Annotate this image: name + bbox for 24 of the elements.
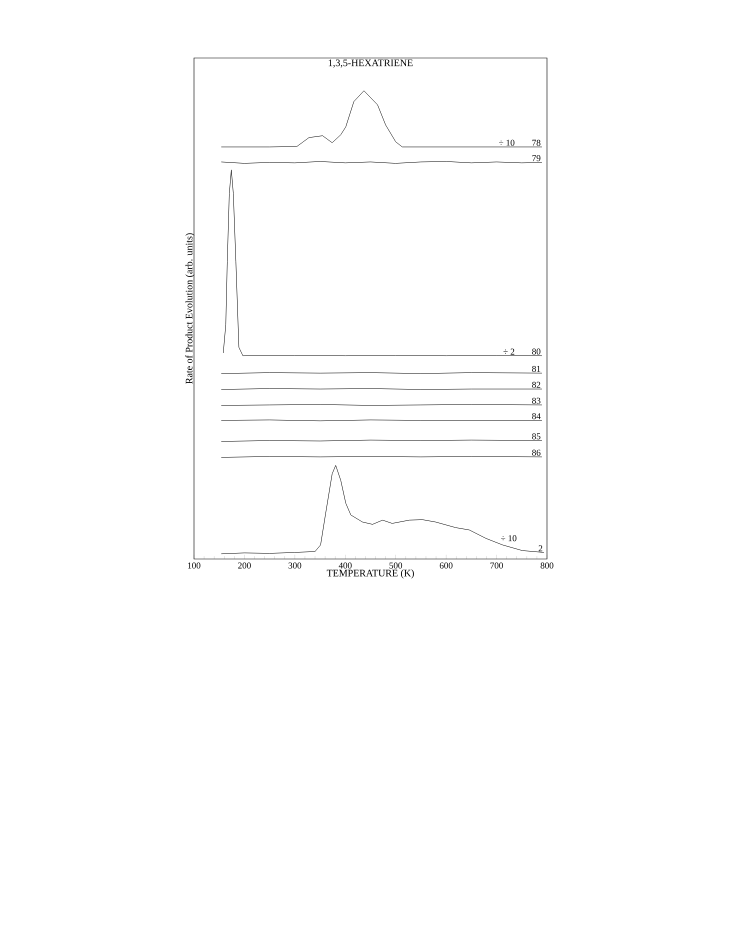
series-label: 78 (532, 140, 540, 146)
x-tick-label: 300 (288, 562, 302, 569)
annotation: ÷ 2 (504, 348, 514, 355)
x-tick-label: 100 (188, 562, 200, 569)
series-label: 82 (532, 382, 540, 388)
x-tick-label: 400 (338, 562, 352, 569)
annotation: ÷ 10 (499, 140, 514, 146)
series-label: 84 (532, 413, 541, 420)
series-label: 83 (532, 398, 540, 404)
x-tick-label: 700 (490, 562, 503, 569)
series-label: 2 (538, 545, 542, 552)
series-label: 80 (532, 348, 540, 355)
series-label: 79 (532, 155, 540, 162)
annotation: ÷ 10 (501, 535, 516, 542)
x-tick-label: 200 (238, 562, 251, 569)
x-tick-label: 800 (540, 562, 554, 569)
chart-title: 1,3,5-HEXATRIENE (328, 60, 413, 68)
x-tick-label: 600 (440, 562, 453, 569)
series-label: 81 (532, 366, 540, 372)
x-axis-title: TEMPERATURE (K) (326, 569, 414, 578)
series-label: 85 (532, 433, 540, 440)
x-tick-label: 500 (390, 562, 402, 569)
series-label: 86 (532, 450, 540, 456)
y-axis-title: Rate of Product Evolution (arb. units) (185, 233, 194, 384)
